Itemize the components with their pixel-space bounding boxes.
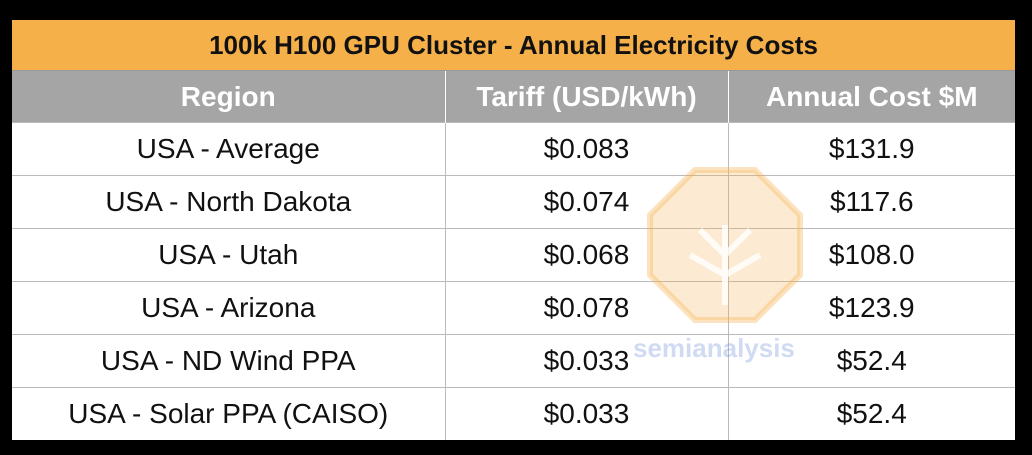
table-body: USA - Average $0.083 $131.9 USA - North Dak… (12, 122, 1015, 440)
table-frame: 100k H100 GPU Cluster - Annual Electrici… (12, 20, 1015, 440)
table-cell: $0.074 (444, 175, 728, 229)
table-cell: $0.078 (444, 281, 728, 335)
table-cell: USA - Average (12, 122, 445, 176)
table-cell: USA - ND Wind PPA (12, 334, 445, 388)
header-cell: Tariff (USD/kWh) (444, 71, 728, 123)
header-row: Region Tariff (USD/kWh) Annual Cost $M (12, 71, 1015, 123)
table-row: USA - Arizona $0.078 $123.9 (12, 281, 1015, 335)
table-title: 100k H100 GPU Cluster - Annual Electrici… (12, 20, 1015, 71)
table-cell: $0.033 (444, 334, 728, 388)
table-cell: $123.9 (727, 281, 1015, 335)
table-cell: $0.033 (444, 387, 728, 440)
table-cell: $0.083 (444, 122, 728, 176)
table: Region Tariff (USD/kWh) Annual Cost $M USA… (12, 71, 1015, 440)
table-row: USA - North Dakota $0.074 $117.6 (12, 175, 1015, 229)
table-cell: USA - North Dakota (12, 175, 445, 229)
table-cell: $108.0 (727, 228, 1015, 282)
table-cell: USA - Utah (12, 228, 445, 282)
table-cell: $117.6 (727, 175, 1015, 229)
table-cell: $0.068 (444, 228, 728, 282)
table-row: USA - Average $0.083 $131.9 (12, 122, 1015, 176)
table-cell: USA - Arizona (12, 281, 445, 335)
table-row: USA - ND Wind PPA $0.033 $52.4 (12, 334, 1015, 388)
header-cell: Annual Cost $M (727, 71, 1015, 123)
table-row: USA - Solar PPA (CAISO) $0.033 $52.4 (12, 387, 1015, 440)
table-cell: $131.9 (727, 122, 1015, 176)
table-cell: $52.4 (727, 334, 1015, 388)
table-cell: $52.4 (727, 387, 1015, 440)
table-cell: USA - Solar PPA (CAISO) (12, 387, 445, 440)
header-cell: Region (12, 71, 445, 123)
table-row: USA - Utah $0.068 $108.0 (12, 228, 1015, 282)
